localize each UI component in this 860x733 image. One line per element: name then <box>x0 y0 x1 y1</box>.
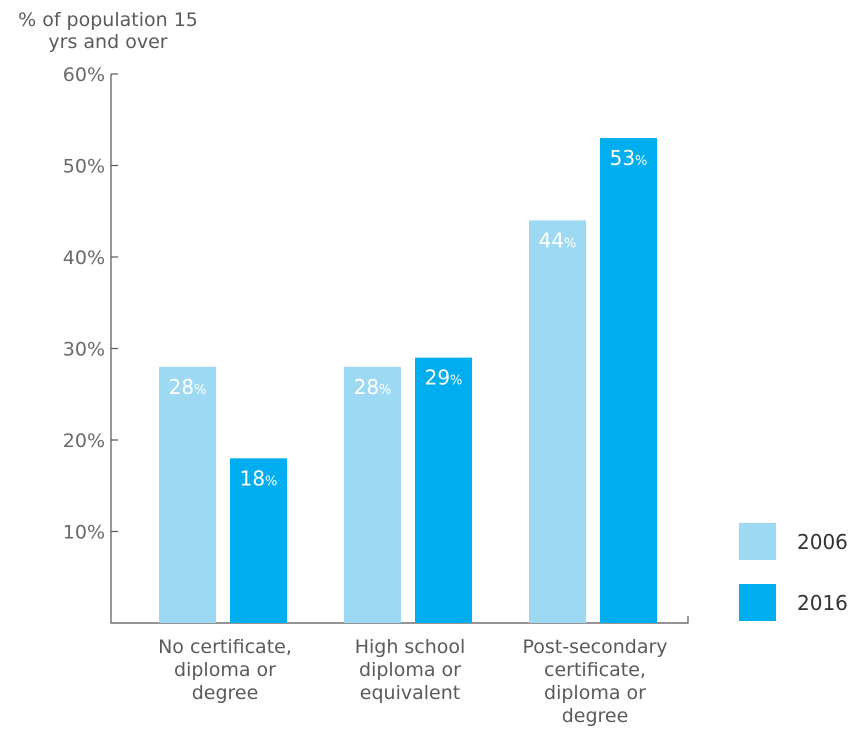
legend: 2006 2016 <box>739 523 848 621</box>
bars <box>159 138 657 624</box>
bar-2016-1 <box>415 357 472 623</box>
y-tick-label: 20% <box>63 430 105 452</box>
legend-label-2006: 2006 <box>797 530 848 554</box>
bar-value-label-2006-0: 28% <box>169 375 207 399</box>
bar-value-label-2016-2: 53% <box>610 146 648 170</box>
y-axis-ticks: 10% 20% 30% 40% 50% 60% <box>63 64 118 544</box>
bar-2006-0 <box>159 366 216 623</box>
bar-value-label-2016-1: 29% <box>425 366 463 390</box>
category-label-0: No certificate, diploma or degree <box>158 636 292 704</box>
y-axis-title: % of population 15 yrs and over <box>18 9 198 53</box>
x-axis-category-labels: No certificate, diploma or degree High scho… <box>158 636 667 727</box>
legend-swatch-2016 <box>739 584 776 621</box>
category-label-2: Post-secondary certificate, diploma or degr… <box>522 636 667 727</box>
legend-label-2016: 2016 <box>797 591 848 615</box>
category-label-1: High school diploma or equivalent <box>355 636 466 704</box>
y-tick-label: 60% <box>63 64 105 86</box>
bar-2006-2 <box>529 220 586 623</box>
y-tick-label: 50% <box>63 156 105 178</box>
bar-value-label-2016-0: 18% <box>240 466 278 490</box>
bar-value-label-2006-1: 28% <box>354 375 392 399</box>
y-tick-label: 40% <box>63 247 105 269</box>
bar-value-label-2006-2: 44% <box>539 228 577 252</box>
y-axis-title-text: % of population 15 yrs and over <box>18 9 198 53</box>
y-tick-label: 10% <box>63 522 105 544</box>
bar-2006-1 <box>344 366 401 623</box>
y-tick-label: 30% <box>63 339 105 361</box>
bar-2016-0 <box>230 458 287 623</box>
bar-2016-2 <box>600 138 657 624</box>
bar-value-labels: 28% 18% 28% 29% 44% 53% <box>169 146 648 490</box>
legend-swatch-2006 <box>739 523 776 560</box>
